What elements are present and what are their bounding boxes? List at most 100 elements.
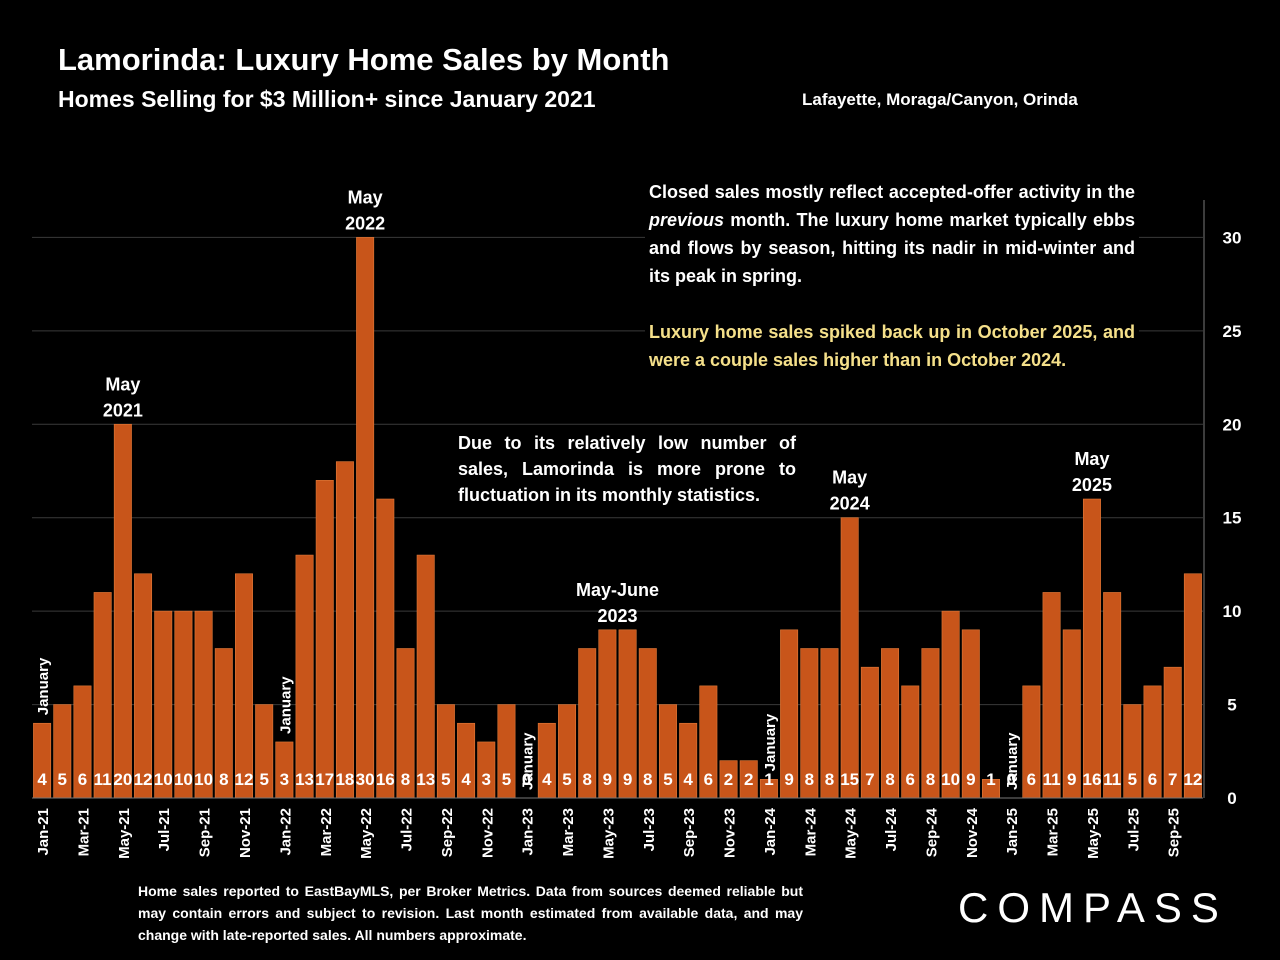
- x-tick-label: Mar-21: [75, 808, 92, 856]
- data-label: 9: [784, 770, 793, 789]
- data-label: 9: [623, 770, 632, 789]
- data-label: 12: [235, 770, 254, 789]
- data-label: 5: [259, 770, 268, 789]
- bar: [1183, 573, 1202, 799]
- data-label: 16: [1082, 770, 1101, 789]
- bar: [416, 554, 435, 799]
- market-note-text: Closed sales mostly reflect accepted-off…: [649, 182, 1135, 286]
- bar: [335, 461, 354, 799]
- x-tick-label: May-21: [116, 808, 133, 859]
- data-label: 16: [376, 770, 395, 789]
- january-label: January: [277, 676, 294, 734]
- x-tick-label: Mar-22: [318, 808, 335, 856]
- data-label: 11: [94, 770, 112, 789]
- market-note: Closed sales mostly reflect accepted-off…: [645, 176, 1139, 376]
- data-label: 7: [1168, 770, 1177, 789]
- bar: [356, 237, 375, 799]
- data-label: 10: [941, 770, 960, 789]
- x-tick-label: Mar-25: [1045, 808, 1062, 856]
- data-label: 8: [219, 770, 228, 789]
- data-label: 5: [1128, 770, 1137, 789]
- data-label: 18: [335, 770, 354, 789]
- data-label: 20: [113, 770, 132, 789]
- x-tick-label: Sep-21: [197, 808, 214, 857]
- peak-annotation: May: [105, 374, 140, 394]
- data-label: 4: [37, 770, 47, 789]
- x-tick-label: May-25: [1085, 808, 1102, 859]
- fluctuation-note: Due to its relatively low number of sale…: [452, 428, 802, 510]
- italic-emphasis: previous: [649, 210, 725, 230]
- y-tick-label: 30: [1223, 228, 1242, 247]
- data-label: 4: [461, 770, 471, 789]
- x-tick-label: Jan-23: [520, 808, 537, 856]
- data-label: 3: [280, 770, 289, 789]
- x-tick-label: Sep-25: [1166, 808, 1183, 857]
- data-label: 8: [885, 770, 894, 789]
- x-tick-label: Sep-22: [439, 808, 456, 857]
- chart-subtitle: Homes Selling for $3 Million+ since Janu…: [58, 86, 596, 112]
- data-label: 6: [78, 770, 87, 789]
- data-label: 6: [704, 770, 713, 789]
- data-label: 11: [1103, 770, 1121, 789]
- data-label: 12: [134, 770, 153, 789]
- x-tick-label: May-24: [843, 807, 860, 859]
- peak-annotation: 2022: [345, 213, 385, 233]
- x-tick-label: Sep-24: [923, 807, 940, 857]
- data-label: 13: [416, 770, 435, 789]
- data-label: 15: [840, 770, 859, 789]
- data-label: 5: [562, 770, 571, 789]
- x-tick-label: Nov-22: [479, 808, 496, 858]
- x-tick-label: Jan-21: [35, 808, 52, 856]
- data-label: 6: [1148, 770, 1157, 789]
- x-tick-label: Jan-24: [762, 807, 779, 855]
- data-label: 8: [926, 770, 935, 789]
- y-tick-label: 15: [1223, 509, 1242, 528]
- bar: [1082, 498, 1101, 799]
- peak-annotation: May-June: [576, 580, 659, 600]
- data-label: 9: [603, 770, 612, 789]
- peak-annotation: May: [1074, 449, 1109, 469]
- x-tick-label: Nov-24: [964, 807, 981, 858]
- peak-annotation: 2025: [1072, 475, 1112, 495]
- compass-logo: COMPASS: [958, 884, 1228, 931]
- y-tick-label: 10: [1223, 602, 1242, 621]
- data-label: 5: [502, 770, 511, 789]
- x-tick-label: May-23: [600, 808, 617, 859]
- peak-annotation: May: [348, 187, 383, 207]
- data-label: 8: [643, 770, 652, 789]
- x-tick-label: Jul-22: [399, 808, 416, 851]
- x-tick-label: Jan-22: [277, 808, 294, 856]
- x-tick-label: Jul-24: [883, 807, 900, 851]
- data-label: 10: [174, 770, 193, 789]
- peak-annotation: 2024: [830, 494, 870, 514]
- region-label: Lafayette, Moraga/Canyon, Orinda: [802, 90, 1078, 109]
- data-label: 4: [542, 770, 552, 789]
- data-label: 9: [1067, 770, 1076, 789]
- bar: [315, 480, 334, 799]
- bar: [235, 573, 253, 799]
- january-label: January: [520, 732, 537, 790]
- bar: [113, 423, 132, 799]
- data-label: 30: [356, 770, 375, 789]
- bar: [295, 554, 314, 799]
- y-tick-label: 20: [1223, 415, 1242, 434]
- january-label: January: [762, 713, 779, 771]
- data-label: 6: [906, 770, 915, 789]
- peak-annotation: 2023: [597, 606, 637, 626]
- data-label: 5: [441, 770, 450, 789]
- y-tick-label: 25: [1223, 322, 1242, 341]
- data-label: 5: [663, 770, 672, 789]
- data-label: 3: [482, 770, 491, 789]
- y-tick-label: 5: [1227, 696, 1236, 715]
- data-label: 8: [825, 770, 834, 789]
- spike-note-text: Luxury home sales spiked back up in Octo…: [649, 322, 1135, 370]
- source-disclaimer: Home sales reported to EastBayMLS, per B…: [138, 883, 803, 943]
- data-label: 0: [1006, 770, 1015, 789]
- data-label: 0: [522, 770, 531, 789]
- data-label: 2: [744, 770, 753, 789]
- data-label: 1: [986, 770, 995, 789]
- x-tick-label: Mar-24: [802, 807, 819, 856]
- x-tick-label: Sep-23: [681, 808, 698, 857]
- data-label: 5: [58, 770, 67, 789]
